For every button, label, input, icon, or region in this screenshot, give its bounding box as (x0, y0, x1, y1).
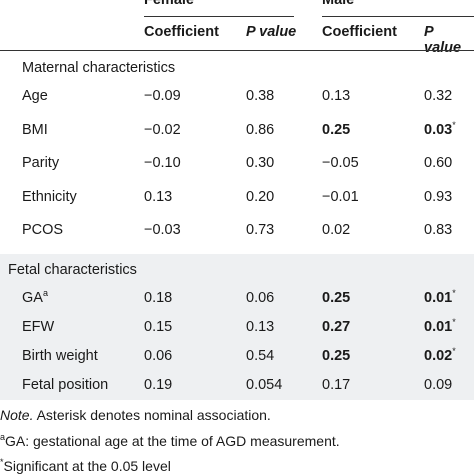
male-pvalue: 0.32 (424, 88, 453, 104)
female-coefficient: 0.18 (144, 290, 173, 306)
male-pvalue: 0.60 (424, 155, 453, 171)
row-label: Fetal position (22, 377, 109, 393)
table-row: Birth weight 0.06 0.54 0.25 0.02* (0, 342, 474, 370)
row-label: EFW (22, 319, 55, 335)
header-divider (0, 50, 474, 51)
group-header-male: Male (322, 0, 355, 8)
male-rule (322, 16, 474, 17)
female-pvalue: 0.30 (246, 155, 275, 171)
female-coefficient: −0.09 (144, 88, 181, 104)
female-coefficient: 0.06 (144, 348, 173, 364)
male-coefficient: 0.25 (322, 121, 351, 138)
male-coefficient: −0.05 (322, 155, 359, 171)
note-line: Note. Asterisk denotes nominal associati… (0, 407, 271, 423)
male-pvalue: 0.02* (424, 346, 456, 365)
row-label: Age (22, 88, 48, 104)
col-female-pvalue: P value (246, 24, 297, 40)
male-pvalue: 0.93 (424, 188, 453, 205)
row-label: Parity (22, 155, 60, 171)
table-row: Parity −0.10 0.30 −0.05 0.60 (0, 149, 474, 177)
female-pvalue: 0.38 (246, 88, 275, 104)
footnote-a: aGA: gestational age at the time of AGD … (0, 432, 340, 450)
table-row: Fetal position 0.19 0.054 0.17 0.09 (0, 371, 474, 399)
male-pvalue: 0.03* (424, 119, 456, 138)
table-row: Age −0.09 0.38 0.13 0.32 (0, 82, 474, 110)
section-title: Maternal characteristics (22, 60, 176, 76)
table-row: PCOS −0.03 0.73 0.02 0.83 (0, 216, 474, 244)
fetal-band (0, 254, 474, 400)
female-pvalue: 0.20 (246, 188, 275, 205)
male-coefficient: 0.13 (322, 88, 351, 104)
female-coefficient: −0.03 (144, 222, 181, 238)
row-label: GAa (22, 288, 48, 307)
col-male-pvalue: P value (424, 24, 462, 56)
female-pvalue: 0.06 (246, 290, 275, 306)
male-pvalue: 0.09 (424, 377, 453, 393)
row-label: Ethnicity (22, 188, 77, 205)
footnote-star: *Significant at the 0.05 level (0, 457, 171, 474)
male-pvalue: 0.01* (424, 317, 456, 336)
table-row: BMI −0.02 0.86 0.25 0.03* (0, 116, 474, 144)
male-coefficient: 0.27 (322, 319, 351, 335)
male-pvalue: 0.01* (424, 288, 456, 307)
male-coefficient: 0.17 (322, 377, 351, 393)
group-header-female: Female (144, 0, 194, 8)
col-male-coefficient: Coefficient (322, 24, 397, 40)
female-coefficient: 0.15 (144, 319, 173, 335)
female-rule (144, 16, 294, 17)
male-coefficient: −0.01 (322, 188, 359, 205)
female-coefficient: −0.02 (144, 121, 181, 138)
row-label: Birth weight (22, 348, 98, 364)
male-coefficient: 0.02 (322, 222, 351, 238)
section-maternal: Maternal characteristics (0, 54, 474, 82)
section-fetal: Fetal characteristics (0, 256, 474, 284)
table-row: GAa 0.18 0.06 0.25 0.01* (0, 284, 474, 312)
row-label: PCOS (22, 222, 64, 238)
female-pvalue: 0.73 (246, 222, 275, 238)
male-coefficient: 0.25 (322, 348, 351, 364)
female-coefficient: 0.19 (144, 377, 173, 393)
male-coefficient: 0.25 (322, 290, 351, 306)
row-label: BMI (22, 121, 48, 138)
female-coefficient: −0.10 (144, 155, 181, 171)
table-row: Ethnicity 0.13 0.20 −0.01 0.93 (0, 183, 474, 211)
section-title: Fetal characteristics (8, 262, 137, 278)
female-pvalue: 0.54 (246, 348, 275, 364)
female-pvalue: 0.054 (246, 377, 283, 393)
table-row: EFW 0.15 0.13 0.27 0.01* (0, 313, 474, 341)
female-pvalue: 0.13 (246, 319, 275, 335)
female-coefficient: 0.13 (144, 188, 173, 205)
col-female-coefficient: Coefficient (144, 24, 219, 40)
male-pvalue: 0.83 (424, 222, 453, 238)
female-pvalue: 0.86 (246, 121, 275, 138)
